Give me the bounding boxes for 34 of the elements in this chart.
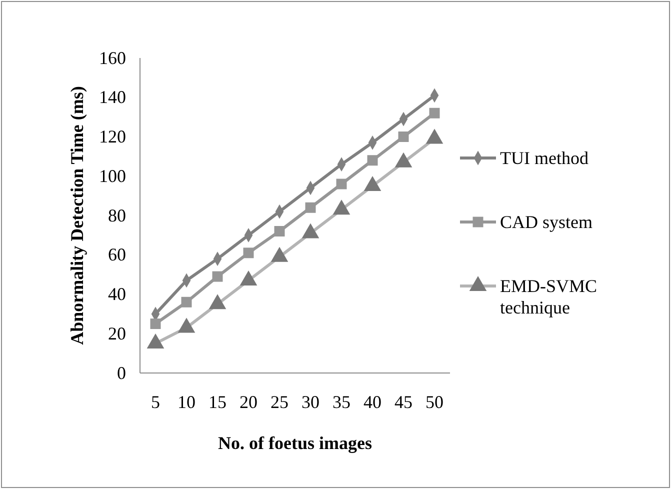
legend-label: TUI method [500,148,588,168]
x-tick-label: 40 [364,392,382,412]
x-tick-label: 25 [270,392,288,412]
x-tick-label: 20 [240,392,258,412]
y-tick-label: 120 [99,126,126,147]
y-tick-label: 100 [99,166,126,186]
point [212,271,223,282]
y-tick-label: 160 [99,48,126,68]
point [274,226,285,236]
point [398,132,409,142]
y-tick-label: 0 [117,362,126,383]
point [181,296,192,308]
point [243,248,254,258]
y-tick-label: 140 [99,87,126,108]
x-tick-label: 10 [178,392,196,412]
legend-label: CAD system [500,212,593,232]
point [429,108,440,118]
y-tick-label: 20 [108,323,126,344]
y-tick-label: 40 [108,284,126,304]
point [367,155,378,166]
y-tick-label: 60 [108,244,126,265]
y-axis-title: Abnormality Detection Time (ms) [67,86,87,345]
x-tick-label: 15 [208,392,226,412]
y-tick-label: 80 [108,205,126,226]
point [305,202,316,213]
x-tick-label: 30 [302,392,320,412]
x-axis-title: No. of foetus images [218,433,372,453]
x-tick-label: 50 [426,392,444,412]
x-tick-label: 35 [332,392,350,412]
point [150,318,161,330]
legend-label: EMD-SVMC technique [500,276,598,318]
x-tick-label: 45 [394,392,412,412]
point [336,178,347,190]
x-tick-label: 5 [151,392,160,412]
